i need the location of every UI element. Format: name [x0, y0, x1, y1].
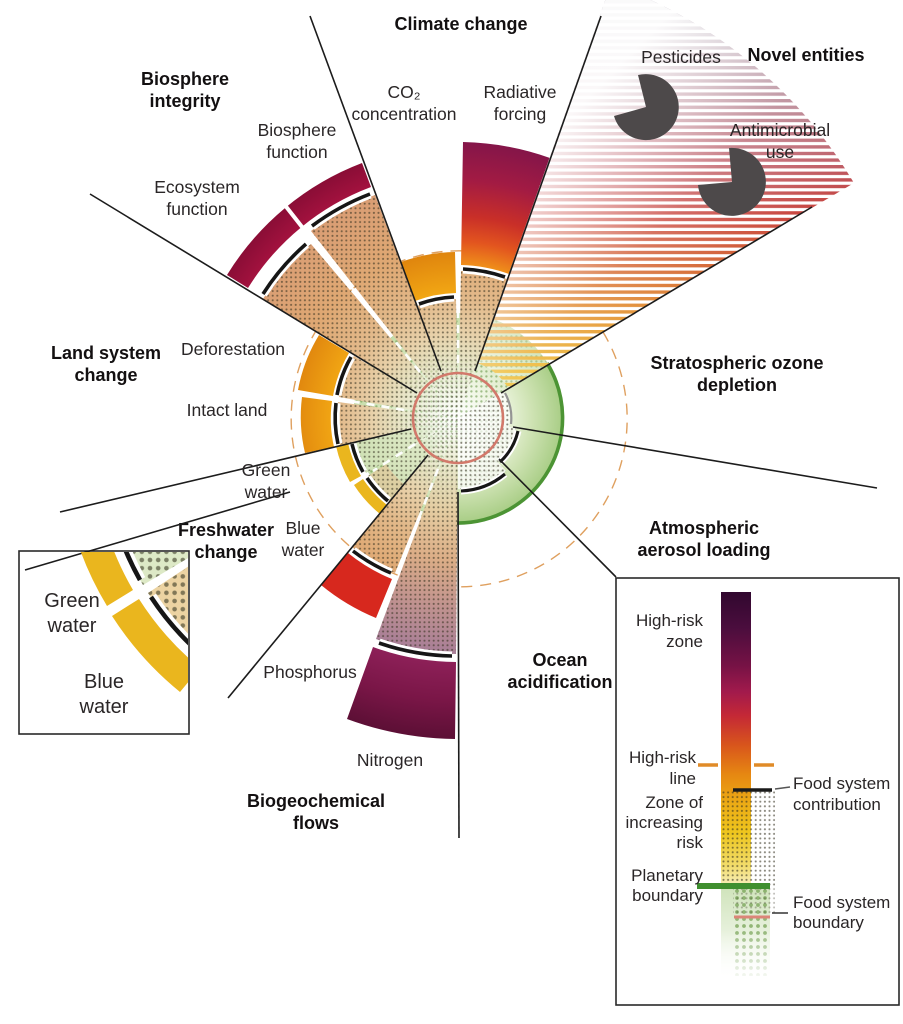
- green-water-label-line1: Green: [242, 460, 291, 480]
- divider-novel-ozone: [500, 206, 813, 394]
- legend-planetary-boundary-line2: boundary: [632, 886, 703, 905]
- biogeochemical-title-line2: flows: [293, 813, 339, 833]
- inset-green-water-label-line2: water: [47, 615, 97, 637]
- biosphere-band-gap: [282, 202, 308, 234]
- legend-contribution-dots: [721, 790, 775, 886]
- legend-planetary-boundary-line1: Planetary: [631, 866, 703, 885]
- antimicrobial-label-line2: use: [766, 142, 794, 162]
- right-dotted-wedges: [458, 391, 518, 491]
- radiative-label-line1: Radiative: [484, 82, 557, 102]
- inset-blue-water-label-line1: Blue: [84, 671, 124, 693]
- legend-zone-increasing-line2: increasing: [626, 813, 704, 832]
- legend-food-contribution-line1: Food system: [793, 774, 890, 793]
- nitrogen-label: Nitrogen: [357, 750, 423, 770]
- sector-labels: Climate change CO₂ concentration Radiati…: [51, 14, 865, 833]
- intact-land-label: Intact land: [187, 400, 268, 420]
- phosphorus-status-band: [321, 553, 392, 618]
- divider-land-biosphere: [89, 193, 418, 394]
- ocean-green-band: [458, 472, 528, 523]
- inset-green-water-band: [80, 552, 133, 606]
- planetary-boundary-circle: [455, 362, 565, 525]
- land-title-line2: change: [74, 365, 137, 385]
- aerosol-title-line1: Atmospheric: [649, 518, 759, 538]
- radiative-status-band: [461, 142, 550, 274]
- divider-climate-novel: [474, 15, 602, 372]
- legend: High-risk zone High-risk line Food syste…: [615, 577, 900, 1006]
- freshwater-title-line1: Freshwater: [178, 520, 274, 540]
- legend-zone-increasing-line1: Zone of: [645, 793, 703, 812]
- ozone-title-line1: Stratospheric ozone: [650, 353, 823, 373]
- legend-food-boundary-line1: Food system: [793, 893, 890, 912]
- biosphere-wedges: [227, 163, 458, 418]
- pesticides-icon: [614, 74, 679, 141]
- divider-biosphere-climate: [309, 15, 442, 372]
- food-system-boundary-circle: [411, 371, 505, 465]
- deforestation-status-band: [298, 335, 349, 396]
- deforestation-label: Deforestation: [181, 339, 285, 359]
- green-water-status-band: [336, 443, 361, 482]
- freshwater-inset: Green water Blue water: [18, 491, 291, 735]
- land-title-line1: Land system: [51, 343, 161, 363]
- divider-ozone-aerosol: [512, 426, 878, 489]
- climate-change-title: Climate change: [394, 14, 527, 34]
- legend-high-risk-zone-line1: High-risk: [636, 611, 704, 630]
- intact-land-status-band: [300, 397, 334, 453]
- antimicrobial-icon: [698, 147, 766, 216]
- biogeochemical-wedges: [321, 418, 458, 739]
- divider-freshwater-land: [59, 428, 412, 513]
- radiative-label-line2: forcing: [494, 104, 547, 124]
- co2-label-line2: concentration: [351, 104, 456, 124]
- aerosol-title-line2: aerosol loading: [637, 540, 770, 560]
- co2-status-band: [401, 252, 456, 301]
- sector-divider-lines: [59, 15, 878, 839]
- legend-high-risk-line-line2: line: [670, 769, 696, 788]
- inset-content: [80, 552, 188, 692]
- ozone-title-line2: depletion: [697, 375, 777, 395]
- novel-entities-title: Novel entities: [747, 45, 864, 65]
- blue-water-label-line2: water: [281, 540, 325, 560]
- biosphere-function-line2: function: [266, 142, 327, 162]
- biosphere-title-line2: integrity: [149, 91, 220, 111]
- green-water-label-line2: water: [244, 482, 288, 502]
- inset-leader-line: [24, 491, 291, 571]
- legend-high-risk-zone-line2: zone: [666, 632, 703, 651]
- blue-water-status-band: [354, 479, 387, 514]
- inset-blue-water-label-line2: water: [79, 696, 129, 718]
- freshwater-title-line2: change: [194, 542, 257, 562]
- divider-ocean-biogeochemical: [457, 491, 460, 839]
- ocean-title-line2: acidification: [507, 672, 612, 692]
- climate-change-wedges: [401, 142, 550, 418]
- co2-label-line1: CO₂: [387, 82, 420, 102]
- legend-food-boundary-line2: boundary: [793, 913, 864, 932]
- ozone-contribution-arc: [504, 392, 513, 425]
- biosphere-subdivider: [311, 239, 422, 373]
- land-system-wedges: [298, 335, 458, 453]
- freshwater-wedges: [336, 418, 458, 514]
- blue-water-label-line1: Blue: [285, 518, 320, 538]
- inset-green-water-label-line1: Green: [44, 590, 100, 612]
- antimicrobial-label-line1: Antimicrobial: [730, 120, 830, 140]
- biosphere-function-line1: Biosphere: [258, 120, 337, 140]
- divider-biogeochemical-freshwater: [227, 454, 429, 699]
- biogeochemical-title-line1: Biogeochemical: [247, 791, 385, 811]
- legend-high-risk-line-line1: High-risk: [629, 748, 697, 767]
- phosphorus-label: Phosphorus: [263, 662, 357, 682]
- ozone-green-band: [497, 364, 564, 436]
- ocean-title-line1: Ocean: [532, 650, 587, 670]
- legend-food-contribution-line2: contribution: [793, 795, 881, 814]
- legend-zone-increasing-line3: risk: [677, 833, 704, 852]
- inset-blue-water-band: [112, 599, 188, 692]
- biosphere-title-line1: Biosphere: [141, 69, 229, 89]
- biogeochemical-subdivider: [398, 468, 440, 568]
- divider-aerosol-ocean: [498, 458, 617, 578]
- pesticides-label: Pesticides: [641, 47, 721, 67]
- nitrogen-status-band: [347, 647, 456, 739]
- land-subdivider: [343, 398, 405, 412]
- ecosystem-function-line1: Ecosystem: [154, 177, 240, 197]
- ecosystem-function-line2: function: [166, 199, 227, 219]
